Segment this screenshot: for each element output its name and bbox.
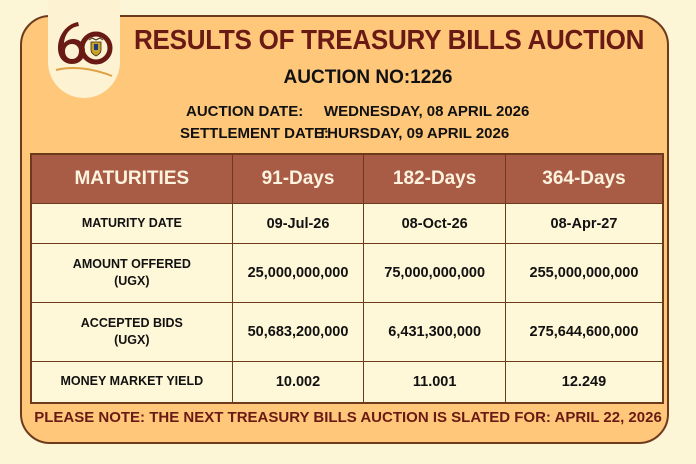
- row-label: ACCEPTED BIDS (UGX): [30, 302, 233, 362]
- row-label-text: MONEY MARKET YIELD: [60, 374, 204, 389]
- next-auction-note: PLEASE NOTE: THE NEXT TREASURY BILLS AUC…: [34, 409, 662, 426]
- header-364-days: 364-Days: [504, 153, 664, 204]
- row-label-text: MATURITY DATE: [81, 216, 182, 230]
- cell-364: 08-Apr-27: [504, 203, 664, 244]
- row-label-text: ACCEPTED BIDS: [80, 316, 183, 330]
- settlement-date-value: THURSDAY, 09 APRIL 2026: [318, 125, 510, 142]
- auction-date-row: AUCTION DATE: WEDNESDAY, 08 APRIL 2026: [186, 103, 529, 120]
- anniversary-crest-icon: [55, 22, 113, 77]
- row-label-unit: (UGX): [114, 274, 150, 288]
- table-header-row: MATURITIES 91-Days 182-Days 364-Days: [30, 153, 664, 204]
- cell-182: 11.001: [363, 361, 506, 403]
- header-91-days: 91-Days: [231, 153, 365, 204]
- cell-364: 255,000,000,000: [504, 243, 664, 303]
- results-table: MATURITIES 91-Days 182-Days 364-Days MAT…: [30, 153, 664, 404]
- page-title: RESULTS OF TREASURY BILLS AUCTION: [134, 24, 645, 55]
- table-row-maturity-date: MATURITY DATE 09-Jul-26 08-Oct-26 08-Apr…: [30, 203, 664, 244]
- cell-91: 50,683,200,000: [231, 302, 365, 362]
- cell-182: 75,000,000,000: [363, 243, 506, 303]
- table-row-amount-offered: AMOUNT OFFERED (UGX) 25,000,000,000 75,00…: [30, 243, 664, 303]
- cell-91: 10.002: [231, 361, 365, 403]
- row-label-unit: (UGX): [114, 333, 150, 347]
- row-label-text: AMOUNT OFFERED: [72, 257, 191, 271]
- auction-date-value: WEDNESDAY, 08 APRIL 2026: [324, 103, 530, 120]
- cell-364: 12.249: [504, 361, 664, 403]
- auction-number: AUCTION NO:1226: [283, 67, 453, 88]
- logo-badge: [48, 0, 120, 98]
- row-label: MONEY MARKET YIELD: [30, 361, 233, 403]
- table-row-accepted-bids: ACCEPTED BIDS (UGX) 50,683,200,000 6,431,…: [30, 302, 664, 362]
- cell-182: 6,431,300,000: [363, 302, 506, 362]
- cell-91: 25,000,000,000: [231, 243, 365, 303]
- cell-182: 08-Oct-26: [363, 203, 506, 244]
- cell-364: 275,644,600,000: [504, 302, 664, 362]
- header-maturities: MATURITIES: [30, 153, 233, 204]
- row-label: MATURITY DATE: [30, 203, 233, 244]
- cell-91: 09-Jul-26: [231, 203, 365, 244]
- settlement-date-label: SETTLEMENT DATE:: [180, 125, 329, 142]
- auction-date-label: AUCTION DATE:: [186, 103, 304, 120]
- row-label: AMOUNT OFFERED (UGX): [30, 243, 233, 303]
- settlement-date-row: SETTLEMENT DATE:THURSDAY, 09 APRIL 2026: [180, 125, 509, 142]
- table-row-money-market-yield: MONEY MARKET YIELD 10.002 11.001 12.249: [30, 361, 664, 403]
- header-182-days: 182-Days: [363, 153, 506, 204]
